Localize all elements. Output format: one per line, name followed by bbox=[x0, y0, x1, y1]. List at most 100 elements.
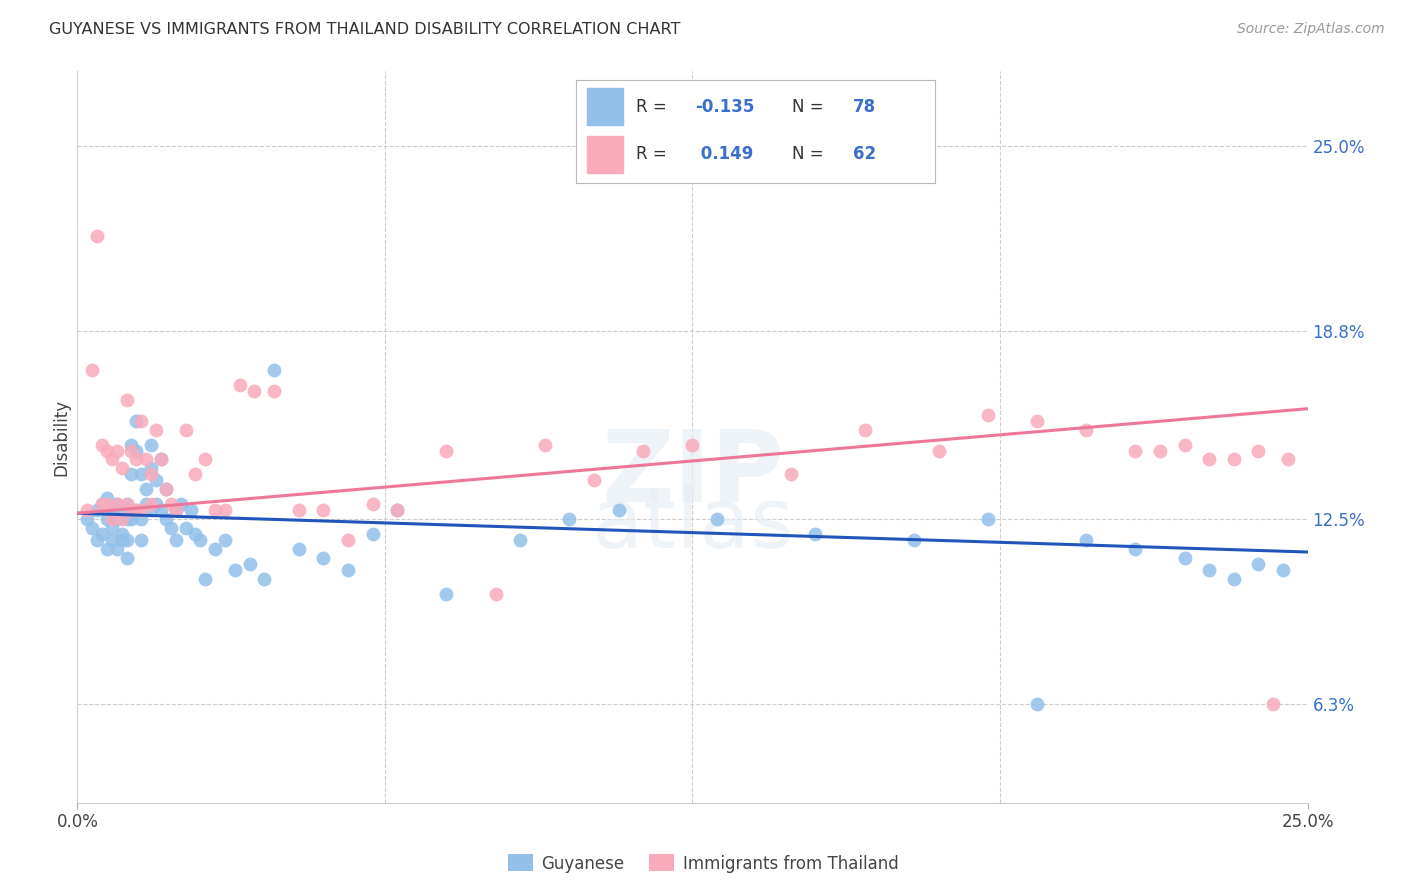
Point bbox=[165, 503, 187, 517]
Point bbox=[115, 512, 138, 526]
Point bbox=[125, 503, 148, 517]
Point bbox=[1198, 563, 1220, 577]
Point bbox=[101, 503, 124, 517]
Point bbox=[361, 527, 384, 541]
Point bbox=[485, 587, 508, 601]
Text: 78: 78 bbox=[852, 98, 876, 116]
Point bbox=[180, 503, 202, 517]
Point bbox=[141, 497, 163, 511]
Point bbox=[96, 443, 118, 458]
Point bbox=[1263, 698, 1285, 712]
Point bbox=[1149, 443, 1171, 458]
Point bbox=[111, 527, 132, 541]
Point bbox=[253, 572, 276, 586]
Point bbox=[111, 461, 132, 475]
Point bbox=[121, 467, 143, 482]
Text: N =: N = bbox=[792, 145, 828, 163]
Point bbox=[145, 474, 167, 488]
Point bbox=[436, 587, 458, 601]
Point bbox=[1026, 698, 1049, 712]
Point bbox=[224, 563, 246, 577]
Legend: Guyanese, Immigrants from Thailand: Guyanese, Immigrants from Thailand bbox=[501, 847, 905, 880]
Point bbox=[184, 527, 207, 541]
Point bbox=[1076, 423, 1098, 437]
Point bbox=[105, 512, 128, 526]
Point bbox=[214, 533, 236, 547]
Point bbox=[155, 512, 177, 526]
Point bbox=[853, 423, 876, 437]
Text: ZIP: ZIP bbox=[600, 425, 785, 522]
Point bbox=[214, 503, 236, 517]
Point bbox=[165, 533, 187, 547]
Point bbox=[155, 483, 177, 497]
Point bbox=[1125, 542, 1147, 557]
Point bbox=[131, 467, 153, 482]
Point bbox=[780, 467, 803, 482]
Point bbox=[125, 503, 148, 517]
Text: R =: R = bbox=[636, 145, 672, 163]
Point bbox=[86, 533, 108, 547]
Point bbox=[558, 512, 581, 526]
Point bbox=[101, 533, 124, 547]
Point bbox=[115, 497, 138, 511]
Point bbox=[312, 503, 335, 517]
Text: Source: ZipAtlas.com: Source: ZipAtlas.com bbox=[1237, 22, 1385, 37]
Point bbox=[160, 521, 183, 535]
Point bbox=[1174, 551, 1197, 566]
Point bbox=[160, 497, 183, 511]
Point bbox=[131, 414, 153, 428]
Point bbox=[96, 497, 118, 511]
Point bbox=[1247, 443, 1270, 458]
Point bbox=[125, 414, 148, 428]
Point bbox=[263, 363, 285, 377]
Point bbox=[135, 452, 157, 467]
Point bbox=[121, 512, 143, 526]
Point bbox=[101, 512, 124, 526]
Point bbox=[86, 228, 108, 243]
Point bbox=[105, 497, 128, 511]
Point bbox=[194, 572, 217, 586]
Point bbox=[86, 503, 108, 517]
Point bbox=[141, 503, 163, 517]
Point bbox=[111, 503, 132, 517]
Point bbox=[361, 497, 384, 511]
Point bbox=[125, 452, 148, 467]
Point bbox=[288, 542, 311, 557]
Point bbox=[76, 512, 98, 526]
Point bbox=[90, 497, 114, 511]
Point bbox=[90, 527, 114, 541]
Point bbox=[131, 503, 153, 517]
Point bbox=[633, 443, 655, 458]
Point bbox=[105, 542, 128, 557]
Point bbox=[82, 363, 104, 377]
Point bbox=[121, 437, 143, 451]
Text: 62: 62 bbox=[852, 145, 876, 163]
Point bbox=[1247, 557, 1270, 571]
Point bbox=[111, 512, 132, 526]
Point bbox=[150, 452, 173, 467]
Text: GUYANESE VS IMMIGRANTS FROM THAILAND DISABILITY CORRELATION CHART: GUYANESE VS IMMIGRANTS FROM THAILAND DIS… bbox=[49, 22, 681, 37]
Point bbox=[337, 533, 360, 547]
Point bbox=[115, 497, 138, 511]
Point bbox=[312, 551, 335, 566]
Point bbox=[96, 491, 118, 506]
Point bbox=[165, 503, 187, 517]
Point bbox=[174, 521, 197, 535]
Point bbox=[101, 452, 124, 467]
Point bbox=[145, 423, 167, 437]
Point bbox=[1026, 414, 1049, 428]
Point bbox=[101, 521, 124, 535]
Point bbox=[1174, 437, 1197, 451]
Point bbox=[90, 437, 114, 451]
Y-axis label: Disability: Disability bbox=[52, 399, 70, 475]
Point bbox=[82, 521, 104, 535]
Point bbox=[145, 497, 167, 511]
Point bbox=[96, 512, 118, 526]
Point bbox=[204, 542, 226, 557]
Point bbox=[1223, 572, 1246, 586]
Point bbox=[125, 443, 148, 458]
Point bbox=[337, 563, 360, 577]
Point bbox=[115, 533, 138, 547]
Point bbox=[583, 474, 606, 488]
Point bbox=[174, 423, 197, 437]
